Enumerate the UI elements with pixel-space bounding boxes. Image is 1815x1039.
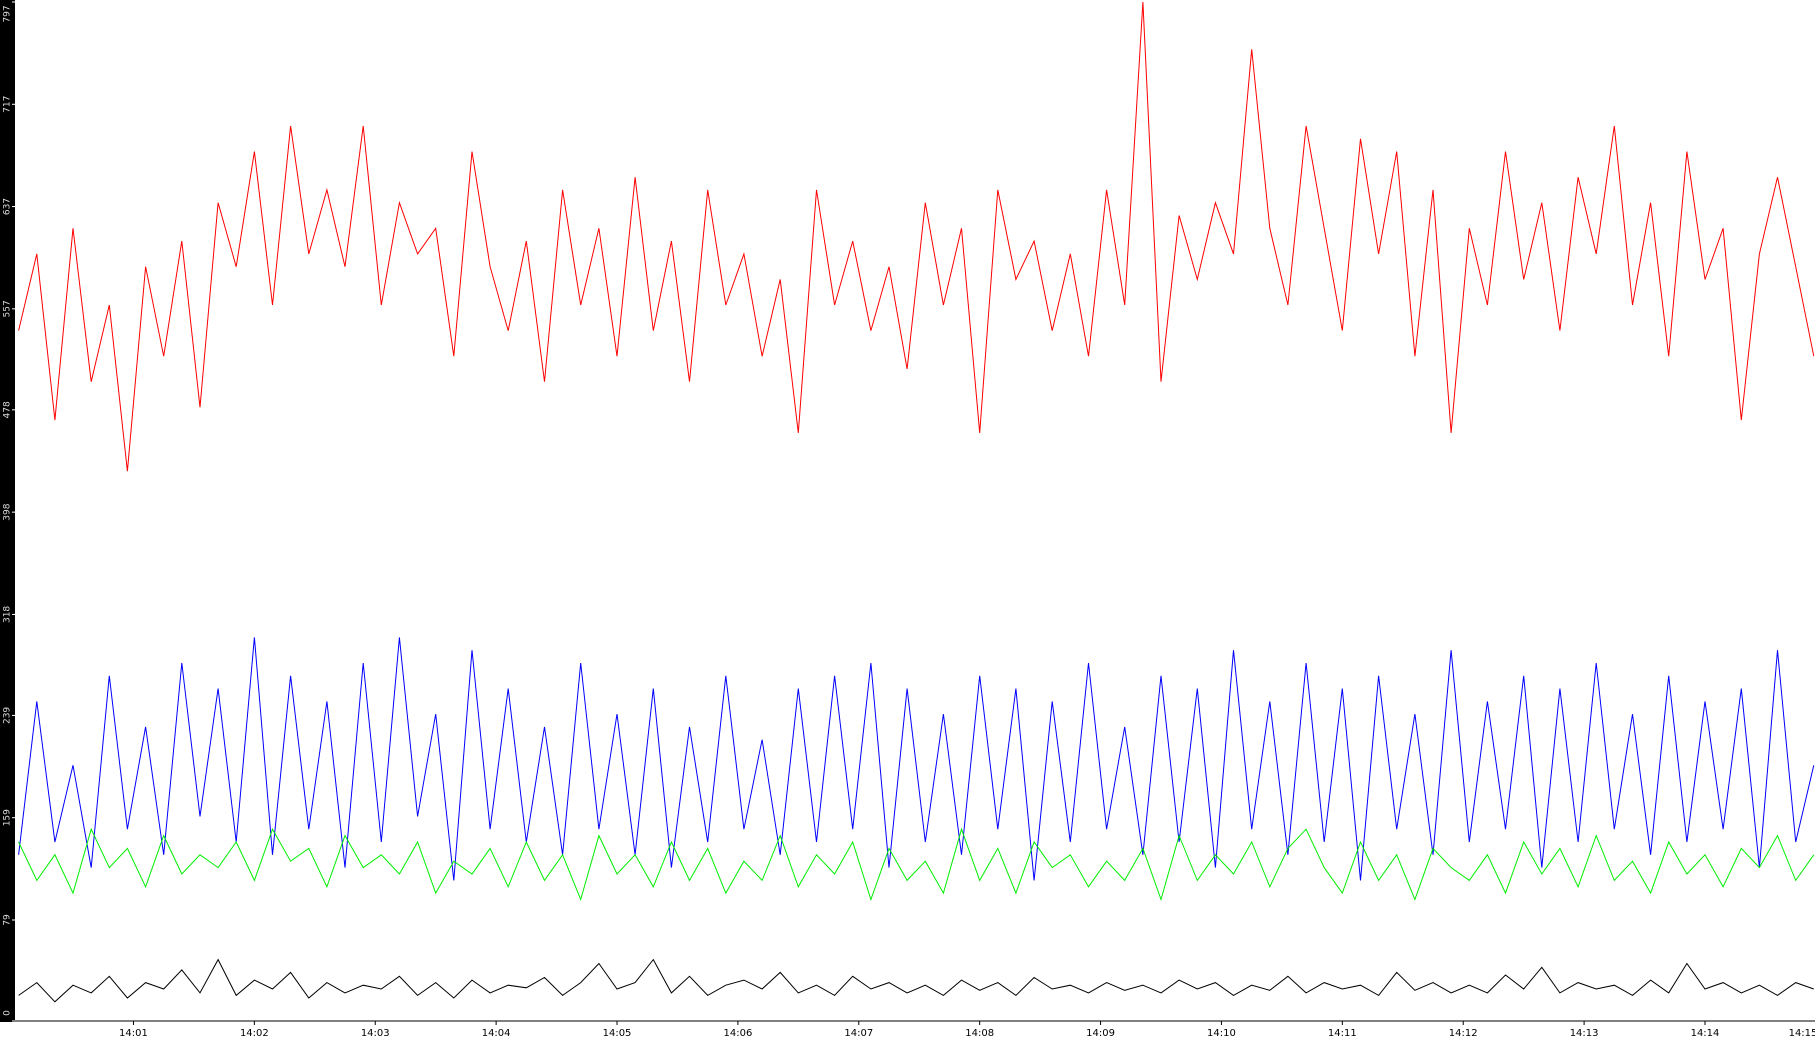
x-tick-label: 14:13 bbox=[1570, 1028, 1599, 1039]
x-tick-label: 14:15 bbox=[1789, 1028, 1815, 1039]
x-tick-label: 14:12 bbox=[1449, 1028, 1478, 1039]
y-tick-label: 318 bbox=[3, 606, 13, 623]
x-tick-label: 14:01 bbox=[119, 1028, 148, 1039]
x-tick-label: 14:04 bbox=[482, 1028, 511, 1039]
y-tick-label: 159 bbox=[3, 809, 13, 826]
y-tick-label: 637 bbox=[3, 198, 13, 215]
x-tick-label: 14:07 bbox=[844, 1028, 873, 1039]
x-tick-label: 14:08 bbox=[965, 1028, 994, 1039]
y-tick-label: 239 bbox=[3, 707, 13, 724]
x-tick-label: 14:14 bbox=[1691, 1028, 1720, 1039]
series-line bbox=[18, 827, 1815, 902]
x-tick-label: 14:06 bbox=[723, 1028, 752, 1039]
series-line bbox=[18, 1, 1815, 472]
x-tick-label: 14:09 bbox=[1086, 1028, 1115, 1039]
x-tick-label: 14:10 bbox=[1207, 1028, 1236, 1039]
y-tick-label: 0 bbox=[3, 1010, 13, 1016]
y-axis-strip bbox=[0, 0, 15, 1022]
series-line bbox=[18, 958, 1814, 1003]
series-line bbox=[18, 637, 1815, 881]
y-tick-label: 79 bbox=[3, 914, 13, 926]
y-tick-label: 797 bbox=[3, 5, 13, 22]
x-tick-label: 14:05 bbox=[603, 1028, 632, 1039]
x-tick-label: 14:03 bbox=[361, 1028, 390, 1039]
x-tick-label: 14:11 bbox=[1328, 1028, 1357, 1039]
x-tick-label: 14:02 bbox=[240, 1028, 269, 1039]
y-tick-label: 398 bbox=[3, 503, 13, 520]
y-tick-label: 478 bbox=[3, 401, 13, 418]
y-tick-label: 557 bbox=[3, 300, 13, 317]
y-tick-label: 717 bbox=[3, 96, 13, 113]
